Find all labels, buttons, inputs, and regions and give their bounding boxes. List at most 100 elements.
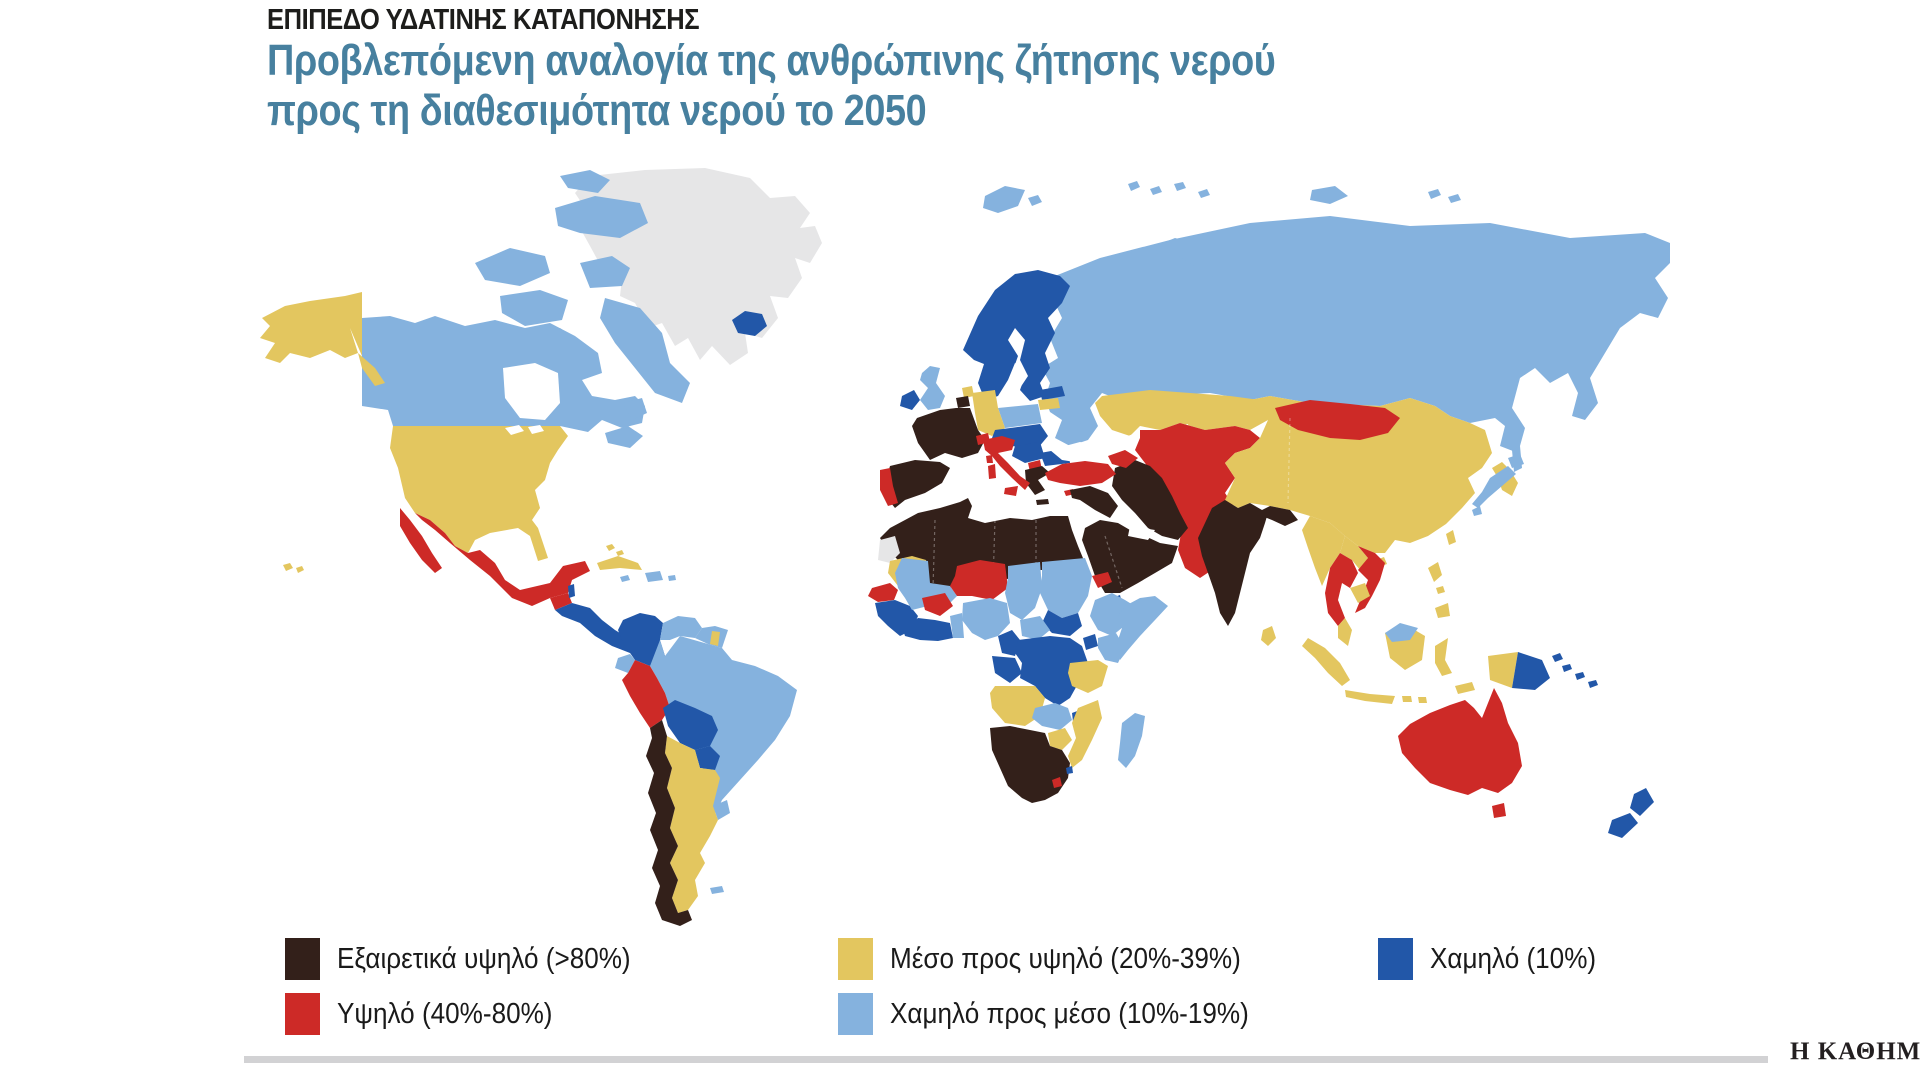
legend-item-high: Υψηλό (40%-80%) [285, 993, 576, 1035]
legend-label-extremely-high: Εξαιρετικά υψηλό (>80%) [337, 942, 631, 975]
region-gabon-congo [992, 656, 1022, 683]
region-falklands [710, 886, 724, 894]
region-portugal [880, 468, 898, 506]
region-hawaii [283, 563, 304, 573]
sea-persian-gulf [1128, 526, 1155, 540]
sea-gulf-of-bothnia [1008, 328, 1028, 388]
region-germany [972, 390, 1005, 436]
region-uganda [1083, 634, 1098, 650]
region-kazakhstan [1095, 390, 1268, 436]
region-france [912, 408, 985, 460]
region-novaya-zemlya [1155, 238, 1218, 280]
region-india [1198, 500, 1298, 626]
region-tasmania [1492, 803, 1506, 818]
region-togo-benin [950, 613, 964, 638]
border-hint-arabia [1104, 417, 1291, 589]
region-cambodia [1350, 583, 1370, 603]
legend-label-medium-high: Μέσο προς υψηλό (20%-39%) [890, 942, 1241, 975]
region-taiwan [1446, 530, 1456, 545]
sea-hudson-bay [503, 363, 560, 420]
region-ivory-coast-ghana [903, 618, 953, 641]
region-papua-new-guinea [1512, 652, 1563, 690]
region-guatemala [550, 593, 572, 610]
region-turkey [1045, 461, 1116, 496]
region-solomon-islands [1562, 664, 1598, 688]
legend-label-low-medium: Χαμηλό προς μέσο (10%-19%) [890, 997, 1249, 1030]
region-madagascar [1118, 713, 1145, 768]
legend-item-low-medium: Χαμηλό προς μέσο (10%-19%) [838, 993, 1289, 1035]
region-malaysia-peninsula [1338, 618, 1352, 646]
region-thailand [1325, 553, 1358, 626]
region-belgium [956, 396, 970, 408]
region-central-america [555, 603, 638, 653]
region-svalbard [983, 186, 1042, 213]
region-colombia [618, 613, 665, 666]
region-argentina [665, 736, 720, 913]
region-japan [1472, 454, 1524, 516]
footer-divider [244, 1056, 1768, 1063]
region-italy [983, 436, 1030, 496]
region-ireland [900, 390, 920, 410]
region-balkans [1012, 442, 1045, 463]
region-central-african-republic [1020, 616, 1050, 640]
region-alaska [260, 292, 385, 386]
region-bahamas [606, 544, 624, 556]
region-canada-maritimes [605, 398, 647, 448]
region-sri-lanka [1261, 626, 1276, 646]
region-australia [1398, 688, 1522, 795]
region-laos [1340, 536, 1368, 570]
page-title-line1: Προβλεπόμενη αναλογία της ανθρώπινης ζήτ… [267, 36, 1276, 85]
region-spain [882, 460, 950, 508]
region-malaysian-borneo [1385, 623, 1418, 642]
region-paraguay [695, 746, 720, 770]
source-logo: Η ΚΑΘΗΜΕΡΙΝΗ [1790, 1038, 1920, 1065]
region-west-papua [1488, 652, 1518, 688]
region-china [1225, 396, 1492, 553]
legend-item-medium-high: Μέσο προς υψηλό (20%-39%) [838, 938, 1280, 980]
region-eritrea [1092, 572, 1112, 588]
region-iran [1112, 460, 1188, 540]
region-venezuela [660, 616, 702, 640]
region-brazil [650, 636, 797, 813]
region-iceland [732, 311, 767, 336]
region-new-zealand [1608, 788, 1654, 838]
region-nigeria [962, 598, 1010, 640]
region-jamaica [620, 575, 630, 582]
region-russian-arctic-islands [1128, 181, 1461, 204]
region-somalia [1116, 596, 1168, 660]
region-uruguay [713, 800, 730, 820]
region-ecuador [615, 654, 635, 673]
region-ethiopia [1090, 593, 1138, 636]
region-peru [622, 660, 670, 728]
region-usa [390, 426, 568, 561]
region-zambia [1032, 703, 1072, 730]
page-kicker: ΕΠΙΠΕΔΟ ΥΔΑΤΙΝΗΣ ΚΑΤΑΠΟΝΗΣΗΣ [267, 4, 700, 36]
legend-swatch-medium-high [838, 938, 873, 980]
sea-great-lakes [505, 425, 544, 435]
region-belize [568, 584, 575, 598]
region-suriname [710, 631, 720, 646]
region-southern-africa [990, 726, 1070, 803]
region-south-sudan [1042, 610, 1082, 636]
page-title: Προβλεπόμενη αναλογία της ανθρώπινης ζήτ… [267, 36, 1276, 136]
region-lithuania [1038, 398, 1060, 410]
region-kenya [1098, 633, 1125, 663]
region-cuba [597, 556, 642, 570]
legend-item-low: Χαμηλό (10%) [1378, 938, 1615, 980]
region-philippines [1428, 562, 1450, 618]
region-angola [990, 686, 1045, 726]
region-drc [1015, 636, 1088, 706]
region-chad [1005, 562, 1042, 620]
legend-label-high: Υψηλό (40%-80%) [337, 997, 553, 1030]
region-iraq-syria [1070, 486, 1118, 518]
region-senegal [868, 583, 898, 602]
world-water-stress-map [250, 168, 1670, 928]
region-netherlands [962, 386, 974, 398]
region-caucasus [1108, 450, 1138, 468]
region-myanmar [1302, 516, 1345, 586]
region-sudan [1040, 558, 1092, 618]
legend-swatch-low [1378, 938, 1413, 980]
region-poland [998, 404, 1042, 428]
legend-label-low: Χαμηλό (10%) [1430, 942, 1597, 975]
region-sakhalin [1512, 446, 1522, 472]
